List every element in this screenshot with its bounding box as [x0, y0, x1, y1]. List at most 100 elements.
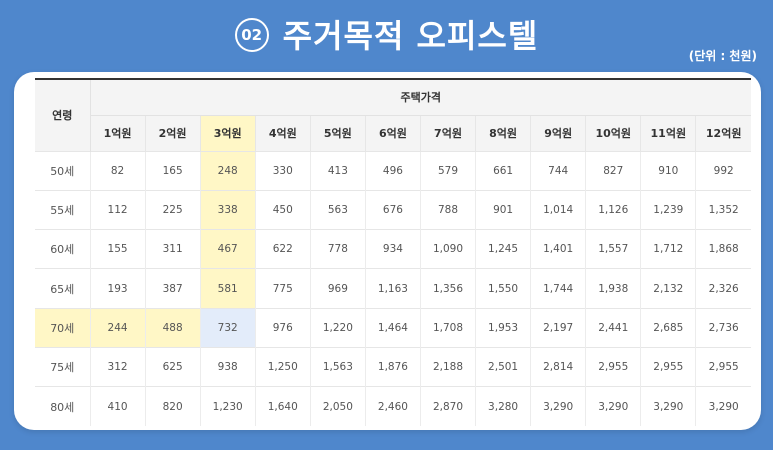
value-cell: 1,352: [695, 189, 751, 230]
value-cell: 155: [90, 229, 146, 269]
value-cell: 496: [365, 150, 421, 191]
table-row: 70세 244 488 732 976 1,220 1,464 1,708 1,953 2,197…: [35, 307, 751, 348]
value-cell: 1,126: [585, 189, 642, 230]
value-cell: 338: [200, 189, 256, 230]
value-cell: 1,464: [365, 307, 421, 348]
value-cell: 2,132: [640, 268, 697, 309]
value-cell: 744: [530, 150, 587, 191]
value-cell: 2,955: [640, 346, 697, 387]
page-title: 주거목적 오피스텔: [282, 17, 539, 55]
value-cell: 413: [310, 150, 366, 191]
value-cell: 1,230: [200, 386, 256, 427]
value-cell: 901: [475, 189, 532, 230]
value-cell: 2,814: [530, 346, 587, 387]
table-row: 75세 312 625 938 1,250 1,563 1,876 2,188 2,501 2,8…: [35, 346, 751, 387]
value-cell: 1,953: [475, 307, 532, 348]
value-cell: 1,557: [585, 229, 642, 269]
value-cell: 1,250: [255, 346, 311, 387]
value-cell: 3,290: [530, 386, 587, 427]
price-column-header: 4억원: [255, 115, 311, 151]
value-cell: 2,736: [695, 307, 751, 348]
value-cell: 1,550: [475, 268, 532, 309]
value-cell: 2,197: [530, 307, 587, 348]
value-cell: 625: [145, 346, 201, 387]
value-cell: 311: [145, 229, 201, 269]
price-group-header: 주택가격: [90, 78, 751, 116]
value-cell: 969: [310, 268, 366, 309]
table-wrapper: 연령 주택가격 1억원 2억원 3억원 4억원 5억원 6억원 7억원 8억원 9억원 10억원 1…: [35, 78, 751, 427]
value-cell: 732: [200, 307, 256, 348]
value-cell: 165: [145, 150, 201, 191]
age-cell: 75세: [35, 346, 91, 387]
value-cell: 1,090: [420, 229, 477, 269]
value-cell: 1,563: [310, 346, 366, 387]
value-cell: 579: [420, 150, 477, 191]
value-cell: 1,401: [530, 229, 587, 269]
value-cell: 1,708: [420, 307, 477, 348]
value-cell: 1,163: [365, 268, 421, 309]
value-cell: 3,290: [585, 386, 642, 427]
price-column-header: 3억원: [200, 115, 256, 151]
value-cell: 467: [200, 229, 256, 269]
table-row: 60세 155 311 467 622 778 934 1,090 1,245 1,401 1,55…: [35, 229, 751, 269]
value-cell: 1,356: [420, 268, 477, 309]
value-cell: 1,712: [640, 229, 697, 269]
section-number-badge: 02: [234, 18, 269, 52]
value-cell: 938: [200, 346, 256, 387]
value-cell: 1,640: [255, 386, 311, 427]
table-row: 55세 112 225 338 450 563 676 788 901 1,014 1,126 1,2…: [35, 189, 751, 230]
value-cell: 1,868: [695, 229, 751, 269]
value-cell: 248: [200, 150, 256, 191]
table-body: 50세 82 165 248 330 413 496 579 661 744 827 910 992 55…: [35, 150, 751, 427]
value-cell: 2,460: [365, 386, 421, 427]
value-cell: 1,014: [530, 189, 587, 230]
value-cell: 581: [200, 268, 256, 309]
value-cell: 244: [90, 307, 146, 348]
price-column-header: 11억원: [640, 115, 697, 151]
age-cell: 80세: [35, 386, 91, 427]
value-cell: 775: [255, 268, 311, 309]
value-cell: 112: [90, 189, 146, 230]
value-cell: 910: [640, 150, 697, 191]
header: 02 주거목적 오피스텔: [0, 10, 773, 58]
value-cell: 2,441: [585, 307, 642, 348]
price-column-header: 7억원: [420, 115, 477, 151]
price-column-header: 5억원: [310, 115, 366, 151]
value-cell: 225: [145, 189, 201, 230]
age-cell: 70세: [35, 307, 91, 348]
value-cell: 1,744: [530, 268, 587, 309]
value-cell: 827: [585, 150, 642, 191]
value-cell: 563: [310, 189, 366, 230]
age-cell: 55세: [35, 189, 91, 230]
value-cell: 1,938: [585, 268, 642, 309]
price-column-header: 10억원: [585, 115, 642, 151]
value-cell: 3,290: [695, 386, 751, 427]
value-cell: 2,870: [420, 386, 477, 427]
value-cell: 1,220: [310, 307, 366, 348]
age-column-header: 연령: [35, 78, 91, 151]
value-cell: 82: [90, 150, 146, 191]
table-row: 65세 193 387 581 775 969 1,163 1,356 1,550 1,744 1,…: [35, 268, 751, 309]
value-cell: 3,290: [640, 386, 697, 427]
table-card: 연령 주택가격 1억원 2억원 3억원 4억원 5억원 6억원 7억원 8억원 9억원 10억원 1…: [14, 72, 761, 430]
value-cell: 330: [255, 150, 311, 191]
table-row: 80세 410 820 1,230 1,640 2,050 2,460 2,870 3,280 3…: [35, 386, 751, 427]
price-column-header: 1억원: [90, 115, 146, 151]
value-cell: 820: [145, 386, 201, 427]
price-column-header: 2억원: [145, 115, 201, 151]
value-cell: 934: [365, 229, 421, 269]
age-cell: 50세: [35, 150, 91, 191]
value-cell: 661: [475, 150, 532, 191]
value-cell: 387: [145, 268, 201, 309]
value-cell: 3,280: [475, 386, 532, 427]
value-cell: 193: [90, 268, 146, 309]
value-cell: 1,876: [365, 346, 421, 387]
value-cell: 2,501: [475, 346, 532, 387]
value-cell: 622: [255, 229, 311, 269]
value-cell: 788: [420, 189, 477, 230]
value-cell: 2,188: [420, 346, 477, 387]
price-column-header: 8억원: [475, 115, 532, 151]
price-column-header: 9억원: [530, 115, 587, 151]
age-cell: 65세: [35, 268, 91, 309]
value-cell: 2,050: [310, 386, 366, 427]
